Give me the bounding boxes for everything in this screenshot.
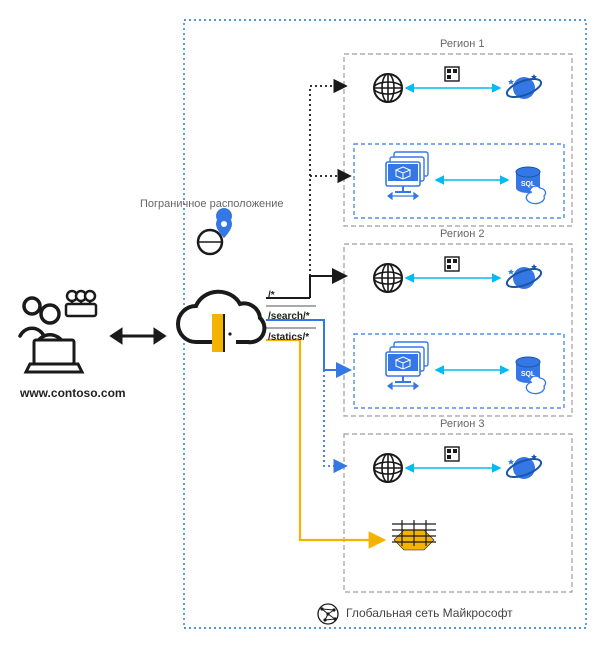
client-url-label: www.contoso.com [20, 386, 126, 400]
region3-appservice-icon [374, 454, 402, 482]
microsoft-network-label: Глобальная сеть Майкрософт [346, 606, 513, 620]
path-statics-label: /statics/* [268, 332, 309, 343]
region2-scaleset-icon [445, 257, 459, 271]
region3-label: Регион 3 [440, 418, 485, 430]
route-root [266, 86, 350, 298]
edge-location-pin-icon [198, 208, 232, 254]
region2-label: Регион 2 [440, 228, 485, 240]
path-search-label: /search/* [268, 311, 310, 322]
region1-label: Регион 1 [440, 38, 485, 50]
region1-sql-icon [516, 167, 546, 204]
region3-storage-icon [392, 520, 436, 550]
client-cloud-arrow [112, 330, 164, 342]
path-root-label: /* [268, 290, 275, 301]
region2-vmss-icon [386, 342, 428, 389]
region1-vmss-icon [386, 152, 428, 199]
region1-appservice-icon [374, 74, 402, 102]
region1-cosmos-icon [505, 74, 544, 101]
edge-location-label: Пограничное расположение [140, 198, 284, 210]
region3-scaleset-icon [445, 447, 459, 461]
region2-sql-icon [516, 357, 546, 394]
region3-cosmos-icon [505, 454, 544, 481]
client-icon [20, 291, 96, 372]
front-door-cloud-icon [178, 292, 264, 352]
region1-scaleset-icon [445, 67, 459, 81]
region2-cosmos-icon [505, 264, 544, 291]
microsoft-network-icon [318, 604, 338, 624]
region2-appservice-icon [374, 264, 402, 292]
